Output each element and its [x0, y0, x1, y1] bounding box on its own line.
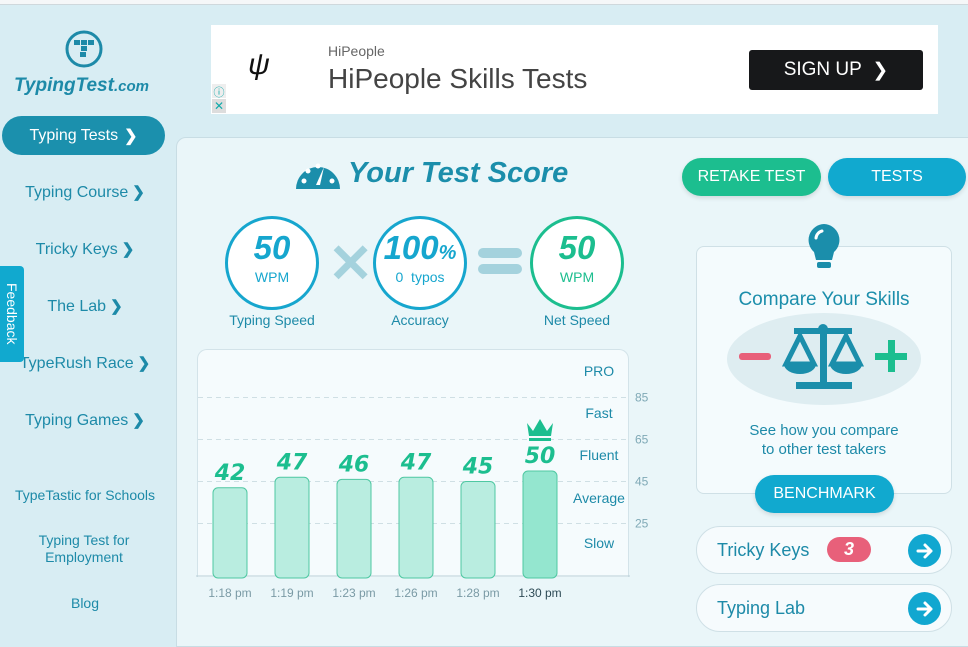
equals-icon-bar: [478, 264, 522, 274]
sidebar-item-label: TypeRush Race: [19, 355, 134, 372]
chevron-right-icon: ❯: [132, 412, 145, 429]
x-tick-label: 1:19 pm: [270, 586, 313, 600]
bar-value-label: 46: [338, 452, 370, 477]
ad-brand: HiPeople: [328, 43, 385, 59]
chevron-right-icon: ❯: [124, 127, 138, 145]
net-speed-value: 50: [558, 229, 596, 266]
tricky-keys-label: Tricky Keys: [717, 540, 810, 560]
balance-scale-icon: [727, 313, 921, 405]
chevron-right-icon: ❯: [132, 184, 145, 201]
lightbulb-icon: [808, 224, 840, 268]
speed-band-label: PRO: [584, 363, 614, 379]
y-tick-label: 85: [635, 391, 649, 405]
accuracy-unit: %: [438, 242, 457, 264]
logo[interactable]: TypingTest.com: [14, 75, 149, 97]
accuracy-circle: 100% 0 typos: [373, 216, 467, 310]
speedometer-icon: [296, 163, 340, 189]
bar-value-label: 47: [400, 450, 432, 475]
logo-text: TypingTest: [14, 75, 114, 96]
benchmark-button[interactable]: BENCHMARK: [755, 475, 894, 513]
retake-test-button[interactable]: RETAKE TEST: [682, 158, 821, 196]
speed-band-label: Fluent: [580, 447, 619, 463]
logo-icon: [65, 30, 103, 68]
crown-icon-base: [529, 438, 551, 441]
bar-value-label: 47: [276, 450, 308, 475]
sidebar-item-typing-course[interactable]: Typing Course ❯: [0, 183, 170, 202]
ad-info-icon[interactable]: ⓘ: [212, 84, 226, 99]
compare-text: See how you compare to other test takers: [696, 421, 952, 459]
bar: [522, 470, 558, 579]
compare-text-line: See how you compare: [749, 422, 899, 439]
bar-value-label: 42: [214, 461, 246, 486]
speed-band-label: Average: [573, 490, 625, 506]
net-speed-unit: WPM: [559, 269, 595, 285]
page-title: Your Test Score: [348, 157, 569, 189]
typos-count: 0 typos: [395, 269, 445, 285]
speed-band-label: Slow: [584, 535, 615, 551]
typing-lab-label: Typing Lab: [717, 598, 806, 618]
bar: [398, 476, 434, 579]
typing-speed-label: Typing Speed: [229, 312, 315, 328]
ad-title: HiPeople Skills Tests: [328, 63, 588, 94]
speed-band-label: Fast: [585, 405, 612, 421]
chevron-right-icon: ❯: [121, 241, 135, 258]
feedback-tab[interactable]: Feedback: [0, 266, 24, 362]
net-speed-circle: 50 WPM: [530, 216, 624, 310]
crown-icon: [527, 419, 553, 436]
logo-suffix: .com: [113, 78, 149, 95]
compare-text-line: to other test takers: [761, 441, 887, 458]
compare-title: Compare Your Skills: [738, 289, 910, 310]
net-speed-label: Net Speed: [543, 312, 611, 328]
sidebar-item-label: Typing Course: [25, 184, 129, 201]
bar: [274, 476, 310, 579]
arrow-right-icon[interactable]: [908, 592, 941, 625]
y-tick-label: 25: [635, 517, 649, 531]
tests-button[interactable]: TESTS: [828, 158, 966, 196]
chevron-right-icon: ❯: [110, 298, 123, 315]
ad-close-icon[interactable]: ✕: [212, 99, 226, 113]
wpm-history-chart: 25 45 65 85 Slow Average Fluent Fast PRO 42 1:18 p…: [196, 363, 649, 600]
multiply-icon: ✕: [328, 234, 374, 294]
bar: [212, 487, 248, 579]
browser-top-strip: [0, 0, 968, 5]
sidebar-item-typerush-race[interactable]: TypeRush Race ❯: [0, 354, 170, 373]
typing-speed-circle: 50 WPM: [225, 216, 319, 310]
typing-speed-unit: WPM: [254, 269, 290, 285]
accuracy-value: 100: [383, 229, 439, 266]
x-tick-label: 1:23 pm: [332, 586, 375, 600]
bar-value-label: 45: [462, 455, 494, 480]
link-typetastic[interactable]: TypeTastic for Schools: [14, 487, 156, 503]
bar-value-label: 50: [525, 444, 556, 469]
sidebar-item-label: The Lab: [47, 298, 107, 315]
accuracy-label: Accuracy: [391, 312, 449, 328]
sidebar-item-the-lab[interactable]: The Lab ❯: [0, 297, 170, 316]
ad-cta-label: SIGN UP: [783, 59, 862, 80]
x-tick-label: 1:26 pm: [394, 586, 437, 600]
y-tick-label: 65: [635, 433, 649, 447]
sidebar-item-label: Tricky Keys: [35, 241, 118, 258]
typing-speed-value: 50: [253, 229, 291, 266]
link-blog[interactable]: Blog: [70, 595, 100, 611]
arrow-right-icon[interactable]: [908, 534, 941, 567]
x-tick-label: 1:28 pm: [456, 586, 499, 600]
x-tick-label: 1:18 pm: [208, 586, 251, 600]
tricky-keys-link[interactable]: Tricky Keys 3: [696, 526, 952, 574]
sidebar-item-typing-games[interactable]: Typing Games ❯: [0, 411, 170, 430]
sidebar-item-tricky-keys[interactable]: Tricky Keys ❯: [0, 240, 170, 259]
sidebar-item-label: Typing Games: [25, 412, 129, 429]
ad-signup-button[interactable]: SIGN UP ❯: [749, 50, 923, 90]
chevron-right-icon: ❯: [872, 59, 889, 81]
ad-logo-icon: ψ: [248, 48, 270, 81]
link-employment[interactable]: Typing Test for Employment: [38, 532, 130, 565]
sidebar-item-label: Typing Tests: [29, 126, 119, 144]
x-tick-label: 1:30 pm: [518, 586, 561, 600]
sidebar-item-typing-tests[interactable]: Typing Tests ❯: [2, 116, 165, 155]
y-tick-label: 45: [635, 475, 649, 489]
bar: [336, 478, 372, 579]
tricky-keys-count-badge: 3: [827, 537, 871, 562]
bar: [460, 481, 496, 579]
equals-icon: [478, 248, 522, 258]
chevron-right-icon: ❯: [137, 355, 151, 372]
typing-lab-link[interactable]: Typing Lab: [696, 584, 952, 632]
